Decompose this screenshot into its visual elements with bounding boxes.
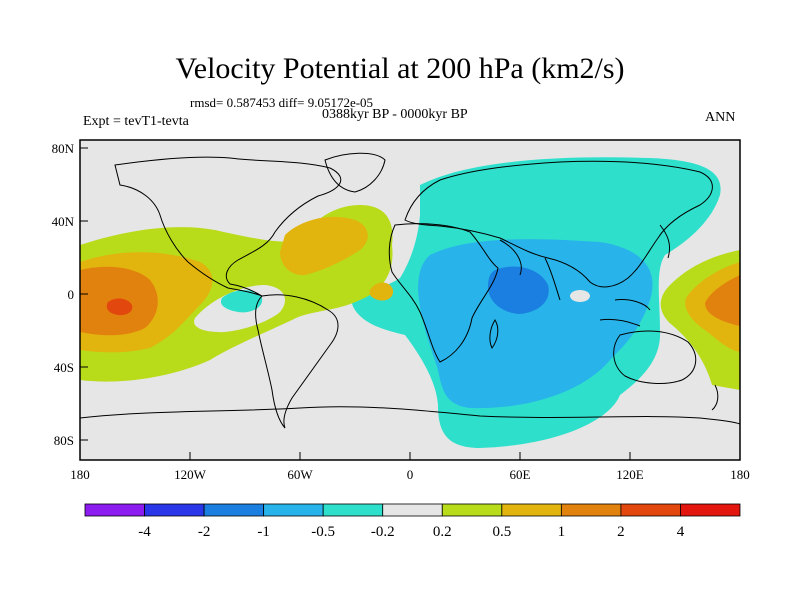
colorbar-label: 2	[617, 524, 625, 540]
colorbar-label: 0.5	[492, 524, 511, 540]
colorbar-label: -1	[257, 524, 270, 540]
colorbar-swatch	[680, 503, 741, 517]
y-tick-labels: 80N 40N 0 40S 80S	[52, 141, 75, 448]
coastlines	[79, 152, 741, 429]
colorbar-label: -0.2	[371, 524, 395, 540]
contour-fills	[80, 157, 740, 448]
colorbar-label: -0.5	[311, 524, 335, 540]
x-tick-labels: 180 120W 60W 0 60E 120E 180	[70, 467, 750, 482]
colorbar-label: -2	[198, 524, 211, 540]
colorbar-swatch	[263, 503, 324, 517]
colorbar: -4 -2 -1 -0.5 -0.2 0.2 0.5 1 2 4	[84, 503, 741, 540]
contour-region-negative-core	[488, 266, 549, 314]
contour-region-positive-atlantic	[280, 216, 368, 276]
contour-region-negative-mid	[418, 239, 653, 409]
x-tick-label: 60E	[510, 467, 531, 482]
colorbar-swatch	[322, 503, 384, 517]
colorbar-swatch	[382, 503, 443, 517]
colorbar-label: 0.2	[433, 524, 452, 540]
colorbar-swatch	[620, 503, 681, 517]
stats-line: rmsd= 0.587453 diff= 9.05172e-05	[190, 95, 374, 110]
colorbar-label: -4	[138, 524, 151, 540]
y-tick-label: 0	[68, 287, 75, 302]
contour-region-positive-east-3	[705, 275, 740, 326]
colorbar-swatch	[441, 503, 503, 517]
season-label: ANN	[705, 110, 736, 125]
map-plot: 180 120W 60W 0 60E 120E 180 80N 40N 0 40…	[52, 139, 750, 482]
colorbar-label: 1	[558, 524, 566, 540]
y-tick-label: 80S	[54, 433, 74, 448]
colorbar-swatch	[560, 503, 622, 517]
colorbar-swatch	[144, 503, 205, 517]
colorbar-swatch	[501, 503, 562, 517]
x-tick-label: 120W	[174, 467, 207, 482]
colorbar-swatch	[84, 503, 145, 517]
y-tick-label: 40N	[52, 214, 75, 229]
contour-region-positive-pacific-core	[106, 298, 133, 316]
x-tick-label: 180	[730, 467, 750, 482]
x-tick-label: 180	[70, 467, 90, 482]
colorbar-label: 4	[677, 524, 685, 540]
period-label: 0388kyr BP - 0000kyr BP	[322, 107, 468, 122]
x-tick-label: 60W	[287, 467, 313, 482]
contour-region-neutral-hole	[570, 290, 590, 302]
contour-region-positive-eq-atlantic	[369, 282, 394, 301]
colorbar-swatch	[203, 503, 265, 517]
contour-region-negative-caribbean	[220, 290, 263, 313]
x-tick-label: 0	[407, 467, 414, 482]
x-tick-label: 120E	[616, 467, 644, 482]
y-tick-label: 40S	[54, 360, 74, 375]
y-tick-label: 80N	[52, 141, 75, 156]
tick-marks	[79, 147, 741, 460]
map-title: Velocity Potential at 200 hPa (km2/s)	[175, 52, 625, 85]
experiment-label: Expt = tevT1-tevta	[83, 114, 189, 129]
